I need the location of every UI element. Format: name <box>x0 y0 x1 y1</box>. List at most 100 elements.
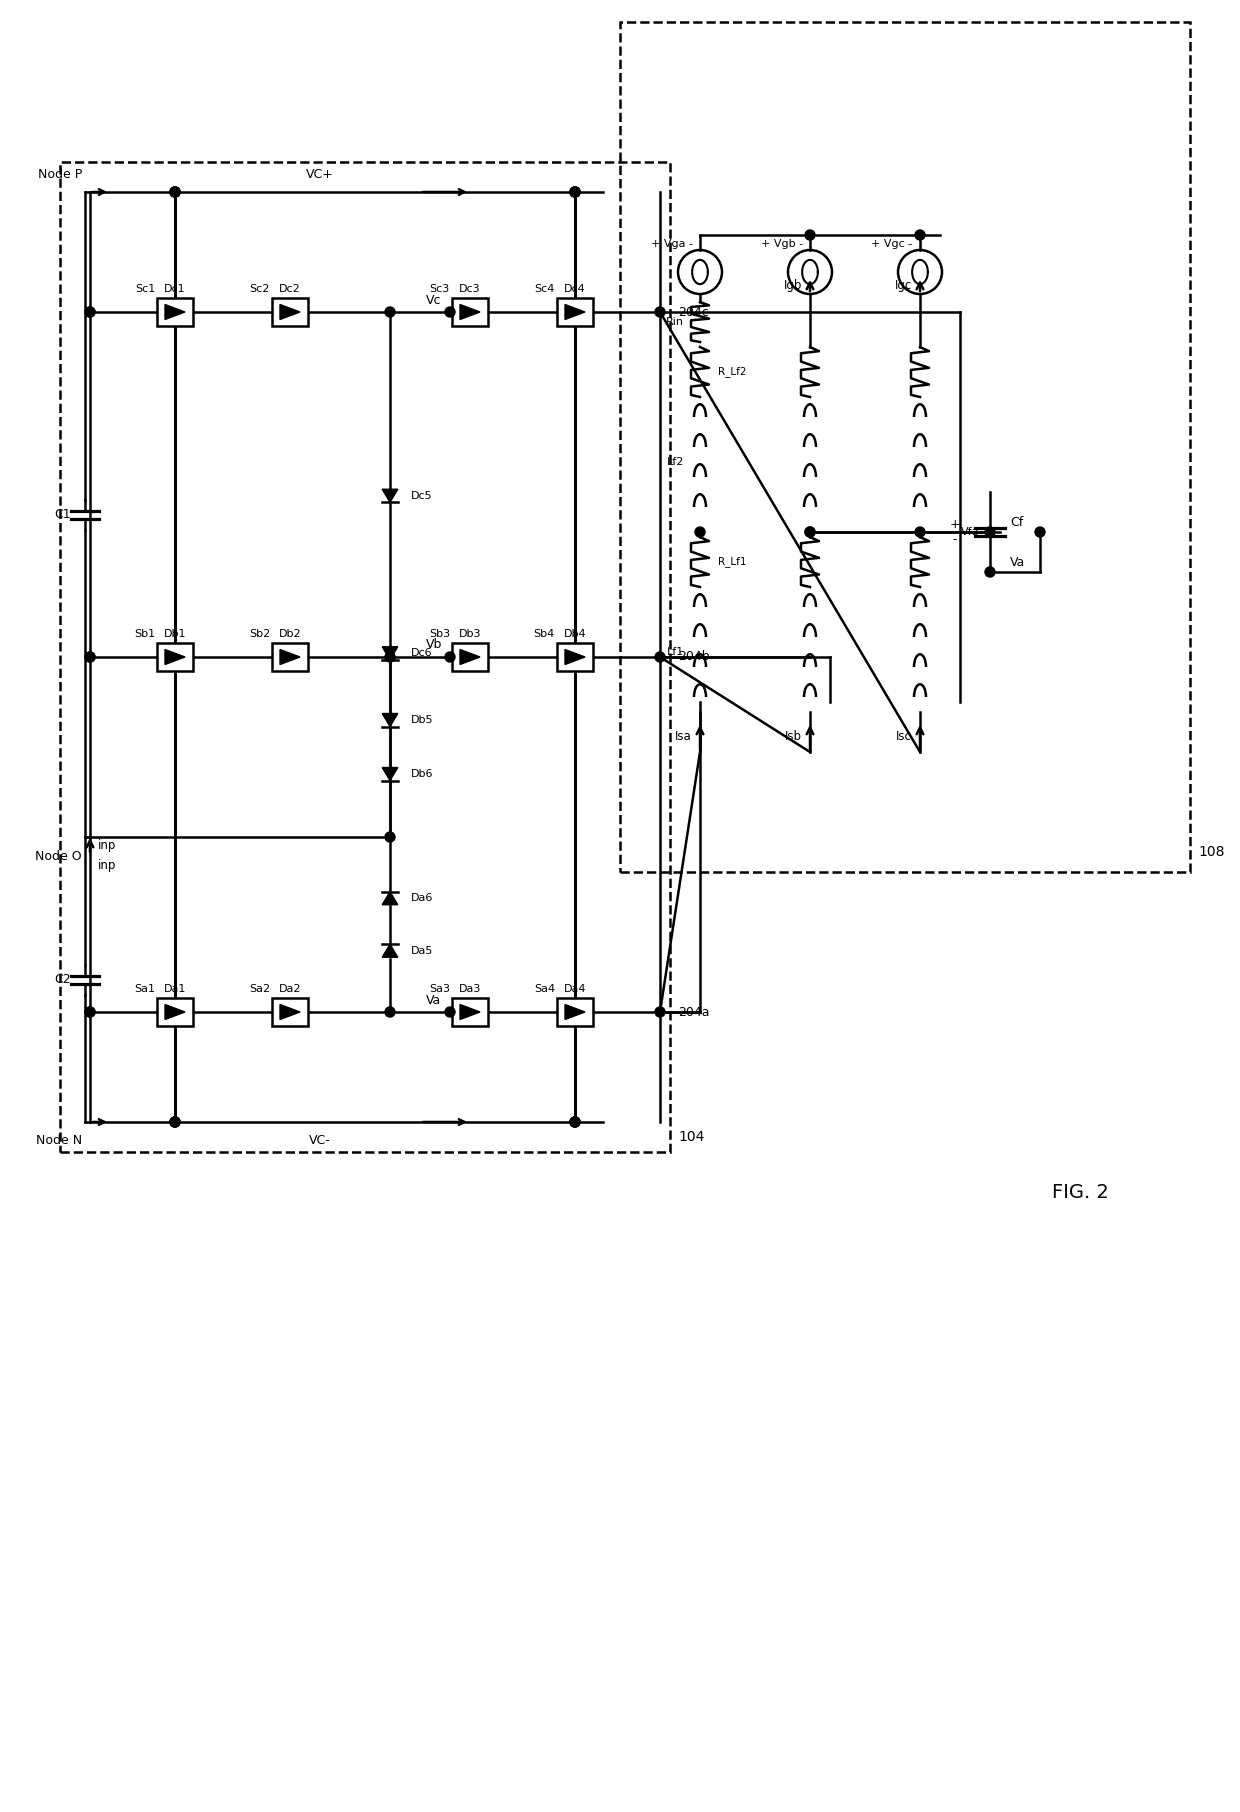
Text: Sa1: Sa1 <box>134 984 155 995</box>
Circle shape <box>445 1007 455 1017</box>
Text: Rin: Rin <box>666 317 684 326</box>
Bar <box>157 998 193 1026</box>
Text: 204a: 204a <box>678 1006 709 1018</box>
Circle shape <box>170 1116 180 1127</box>
Circle shape <box>170 187 180 198</box>
Text: Sc2: Sc2 <box>249 284 270 294</box>
Bar <box>557 297 593 326</box>
Circle shape <box>985 527 994 536</box>
Text: Lf1: Lf1 <box>667 647 684 658</box>
Text: Db4: Db4 <box>564 629 587 640</box>
Text: -: - <box>952 533 957 547</box>
Circle shape <box>86 306 95 317</box>
Circle shape <box>655 1007 665 1017</box>
Circle shape <box>805 527 815 536</box>
Text: Vc: Vc <box>427 294 441 306</box>
Polygon shape <box>565 649 585 665</box>
Text: Igb: Igb <box>784 279 802 292</box>
Circle shape <box>570 1116 580 1127</box>
Circle shape <box>805 527 815 536</box>
Circle shape <box>805 230 815 239</box>
Circle shape <box>694 527 706 536</box>
Circle shape <box>86 306 95 317</box>
Text: Da1: Da1 <box>164 984 186 995</box>
Circle shape <box>570 187 580 198</box>
Text: Node O: Node O <box>36 850 82 864</box>
Circle shape <box>915 230 925 239</box>
Polygon shape <box>382 768 398 781</box>
Text: inp: inp <box>98 839 117 852</box>
Bar <box>272 643 308 670</box>
Text: + Vgb -: + Vgb - <box>761 239 804 248</box>
Text: VC+: VC+ <box>306 167 334 181</box>
Text: Sb3: Sb3 <box>429 629 450 640</box>
Polygon shape <box>165 304 185 319</box>
Text: Isb: Isb <box>785 730 802 743</box>
Text: Db5: Db5 <box>410 716 434 725</box>
Text: Va: Va <box>1011 556 1025 569</box>
Polygon shape <box>382 647 398 660</box>
Circle shape <box>86 1007 95 1017</box>
Text: Cf: Cf <box>1011 515 1023 529</box>
Text: Sb2: Sb2 <box>249 629 270 640</box>
Circle shape <box>384 306 396 317</box>
Bar <box>620 22 1190 872</box>
Circle shape <box>384 1007 396 1017</box>
Polygon shape <box>460 304 480 319</box>
Polygon shape <box>382 489 398 502</box>
Polygon shape <box>280 649 300 665</box>
Polygon shape <box>382 714 398 727</box>
Text: R_Lf2: R_Lf2 <box>718 366 746 377</box>
Polygon shape <box>165 1004 185 1020</box>
Text: Sa2: Sa2 <box>249 984 270 995</box>
Text: Igc: Igc <box>895 279 911 292</box>
Text: Sc1: Sc1 <box>135 284 155 294</box>
Circle shape <box>384 832 396 843</box>
Circle shape <box>655 306 665 317</box>
Text: Db6: Db6 <box>410 768 434 779</box>
Text: Db3: Db3 <box>459 629 481 640</box>
Bar <box>557 998 593 1026</box>
Text: Node P: Node P <box>37 167 82 181</box>
Bar <box>453 643 489 670</box>
Text: 204c: 204c <box>678 306 709 319</box>
Circle shape <box>170 1116 180 1127</box>
Text: Isc: Isc <box>897 730 911 743</box>
Circle shape <box>86 652 95 661</box>
Bar <box>272 998 308 1026</box>
Polygon shape <box>280 304 300 319</box>
Text: 108: 108 <box>1198 844 1225 859</box>
Text: Dc4: Dc4 <box>564 284 585 294</box>
Text: Dc2: Dc2 <box>279 284 301 294</box>
Text: FIG. 2: FIG. 2 <box>1052 1183 1109 1201</box>
Circle shape <box>86 1007 95 1017</box>
Circle shape <box>86 652 95 661</box>
Text: C1: C1 <box>55 507 72 522</box>
Text: Node N: Node N <box>36 1134 82 1147</box>
Circle shape <box>570 187 580 198</box>
Text: 204b: 204b <box>678 651 709 663</box>
Polygon shape <box>165 649 185 665</box>
Bar <box>453 297 489 326</box>
Circle shape <box>570 1116 580 1127</box>
Text: Da2: Da2 <box>279 984 301 995</box>
Polygon shape <box>565 1004 585 1020</box>
Polygon shape <box>382 944 398 957</box>
Text: Db2: Db2 <box>279 629 301 640</box>
Text: Vfa: Vfa <box>961 527 980 536</box>
Circle shape <box>445 306 455 317</box>
Text: VC-: VC- <box>309 1134 331 1147</box>
Bar <box>157 643 193 670</box>
Circle shape <box>384 652 396 661</box>
Text: Sc4: Sc4 <box>534 284 556 294</box>
Circle shape <box>570 187 580 198</box>
Bar <box>453 998 489 1026</box>
Text: +: + <box>950 518 960 531</box>
Text: 104: 104 <box>678 1131 704 1143</box>
Text: Da5: Da5 <box>410 946 433 955</box>
Circle shape <box>170 187 180 198</box>
Text: Sc3: Sc3 <box>430 284 450 294</box>
Bar <box>557 643 593 670</box>
Circle shape <box>655 652 665 661</box>
Polygon shape <box>460 1004 480 1020</box>
